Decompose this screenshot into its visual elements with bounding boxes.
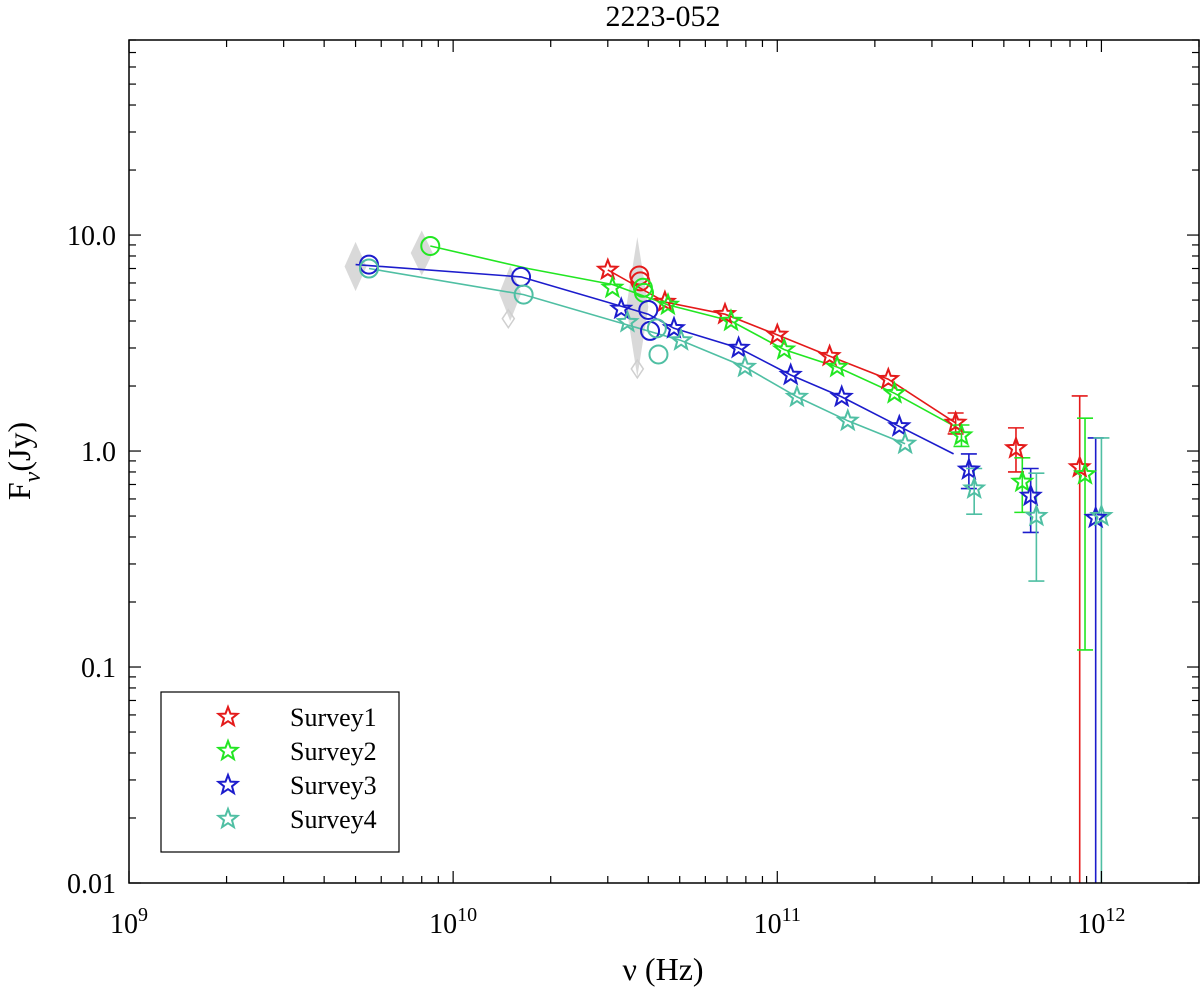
data-point-star xyxy=(726,335,751,359)
data-point-star xyxy=(765,322,790,346)
data-point-star xyxy=(718,308,744,332)
reference-open-diamond xyxy=(630,358,645,380)
data-point-star xyxy=(595,257,621,281)
y-tick-label: 0.1 xyxy=(81,653,116,684)
y-tick-label: 1.0 xyxy=(81,437,116,468)
data-point-star xyxy=(1003,435,1029,459)
data-point-star xyxy=(668,327,694,351)
axis-ticks-layer: 109 1010 1011 1012 0.01 0.1 1.0 10.0 xyxy=(67,39,1200,940)
legend-label: Survey1 xyxy=(290,703,377,732)
legend-label: Survey4 xyxy=(290,805,377,834)
data-point-star xyxy=(817,343,842,367)
data-point-circle xyxy=(646,318,667,339)
series-lines-layer xyxy=(355,245,962,455)
data-point-star xyxy=(600,274,625,299)
legend: Survey1 Survey2 Survey3 Survey4 xyxy=(160,691,400,853)
data-point-star xyxy=(608,296,634,320)
data-point-star xyxy=(732,354,758,378)
data-point-star xyxy=(1072,461,1098,485)
data-point-star xyxy=(961,475,987,500)
data-point-star xyxy=(1089,503,1114,527)
x-tick-label: 1012 xyxy=(1077,904,1125,940)
reference-diamond xyxy=(499,265,522,321)
legend-marker xyxy=(215,772,241,796)
data-point-star xyxy=(771,336,797,361)
y-tick-label: 10.0 xyxy=(67,221,116,252)
y-axis-label-unit: (Jy) xyxy=(1,422,37,472)
data-point-star xyxy=(778,362,803,386)
reference-diamond xyxy=(344,241,367,292)
reference-data-layer xyxy=(344,230,649,380)
data-point-circle xyxy=(358,258,379,279)
data-point-circle xyxy=(420,235,441,256)
data-point-star xyxy=(615,309,640,333)
series-line xyxy=(355,263,954,455)
data-point-star xyxy=(1018,483,1043,507)
markers-layer xyxy=(358,235,1114,529)
y-axis-label-sub: ν xyxy=(20,471,46,482)
x-axis-label: ν (Hz) xyxy=(622,951,703,987)
data-point-star xyxy=(1024,503,1049,527)
data-point-star xyxy=(1010,468,1035,493)
data-point-circle xyxy=(513,284,534,305)
reference-diamond xyxy=(626,236,649,378)
legend-marker xyxy=(215,806,241,830)
data-point-star xyxy=(949,422,974,446)
data-point-star xyxy=(824,354,850,378)
data-point-star xyxy=(882,380,907,404)
x-tick-label: 109 xyxy=(110,904,148,940)
legend-box xyxy=(160,691,400,853)
legend-label: Survey3 xyxy=(290,771,377,800)
error-bars-layer xyxy=(947,395,1110,883)
data-point-star xyxy=(887,413,912,437)
x-tick-label: 1010 xyxy=(429,904,477,940)
data-point-star xyxy=(784,383,810,408)
y-axis-label-main: F xyxy=(1,482,37,500)
chart-title: 2223-052 xyxy=(606,0,721,33)
legend-marker xyxy=(215,738,241,762)
legend-marker xyxy=(215,704,241,728)
data-point-star xyxy=(956,456,982,481)
data-point-star xyxy=(835,407,861,432)
reference-open-diamond xyxy=(501,308,516,330)
x-tick-label: 1011 xyxy=(754,904,801,940)
legend-label: Survey2 xyxy=(290,737,377,766)
data-point-star xyxy=(829,383,854,408)
data-point-star xyxy=(876,366,901,390)
y-tick-label: 0.01 xyxy=(67,869,116,900)
data-point-circle xyxy=(638,299,659,320)
data-point-star xyxy=(892,430,918,455)
data-point-star xyxy=(943,410,968,434)
y-axis-label: Fν(Jy) xyxy=(1,422,46,500)
reference-diamond xyxy=(410,230,433,276)
data-point-circle xyxy=(648,344,669,365)
data-point-star xyxy=(661,315,687,339)
data-point-star xyxy=(655,292,681,316)
